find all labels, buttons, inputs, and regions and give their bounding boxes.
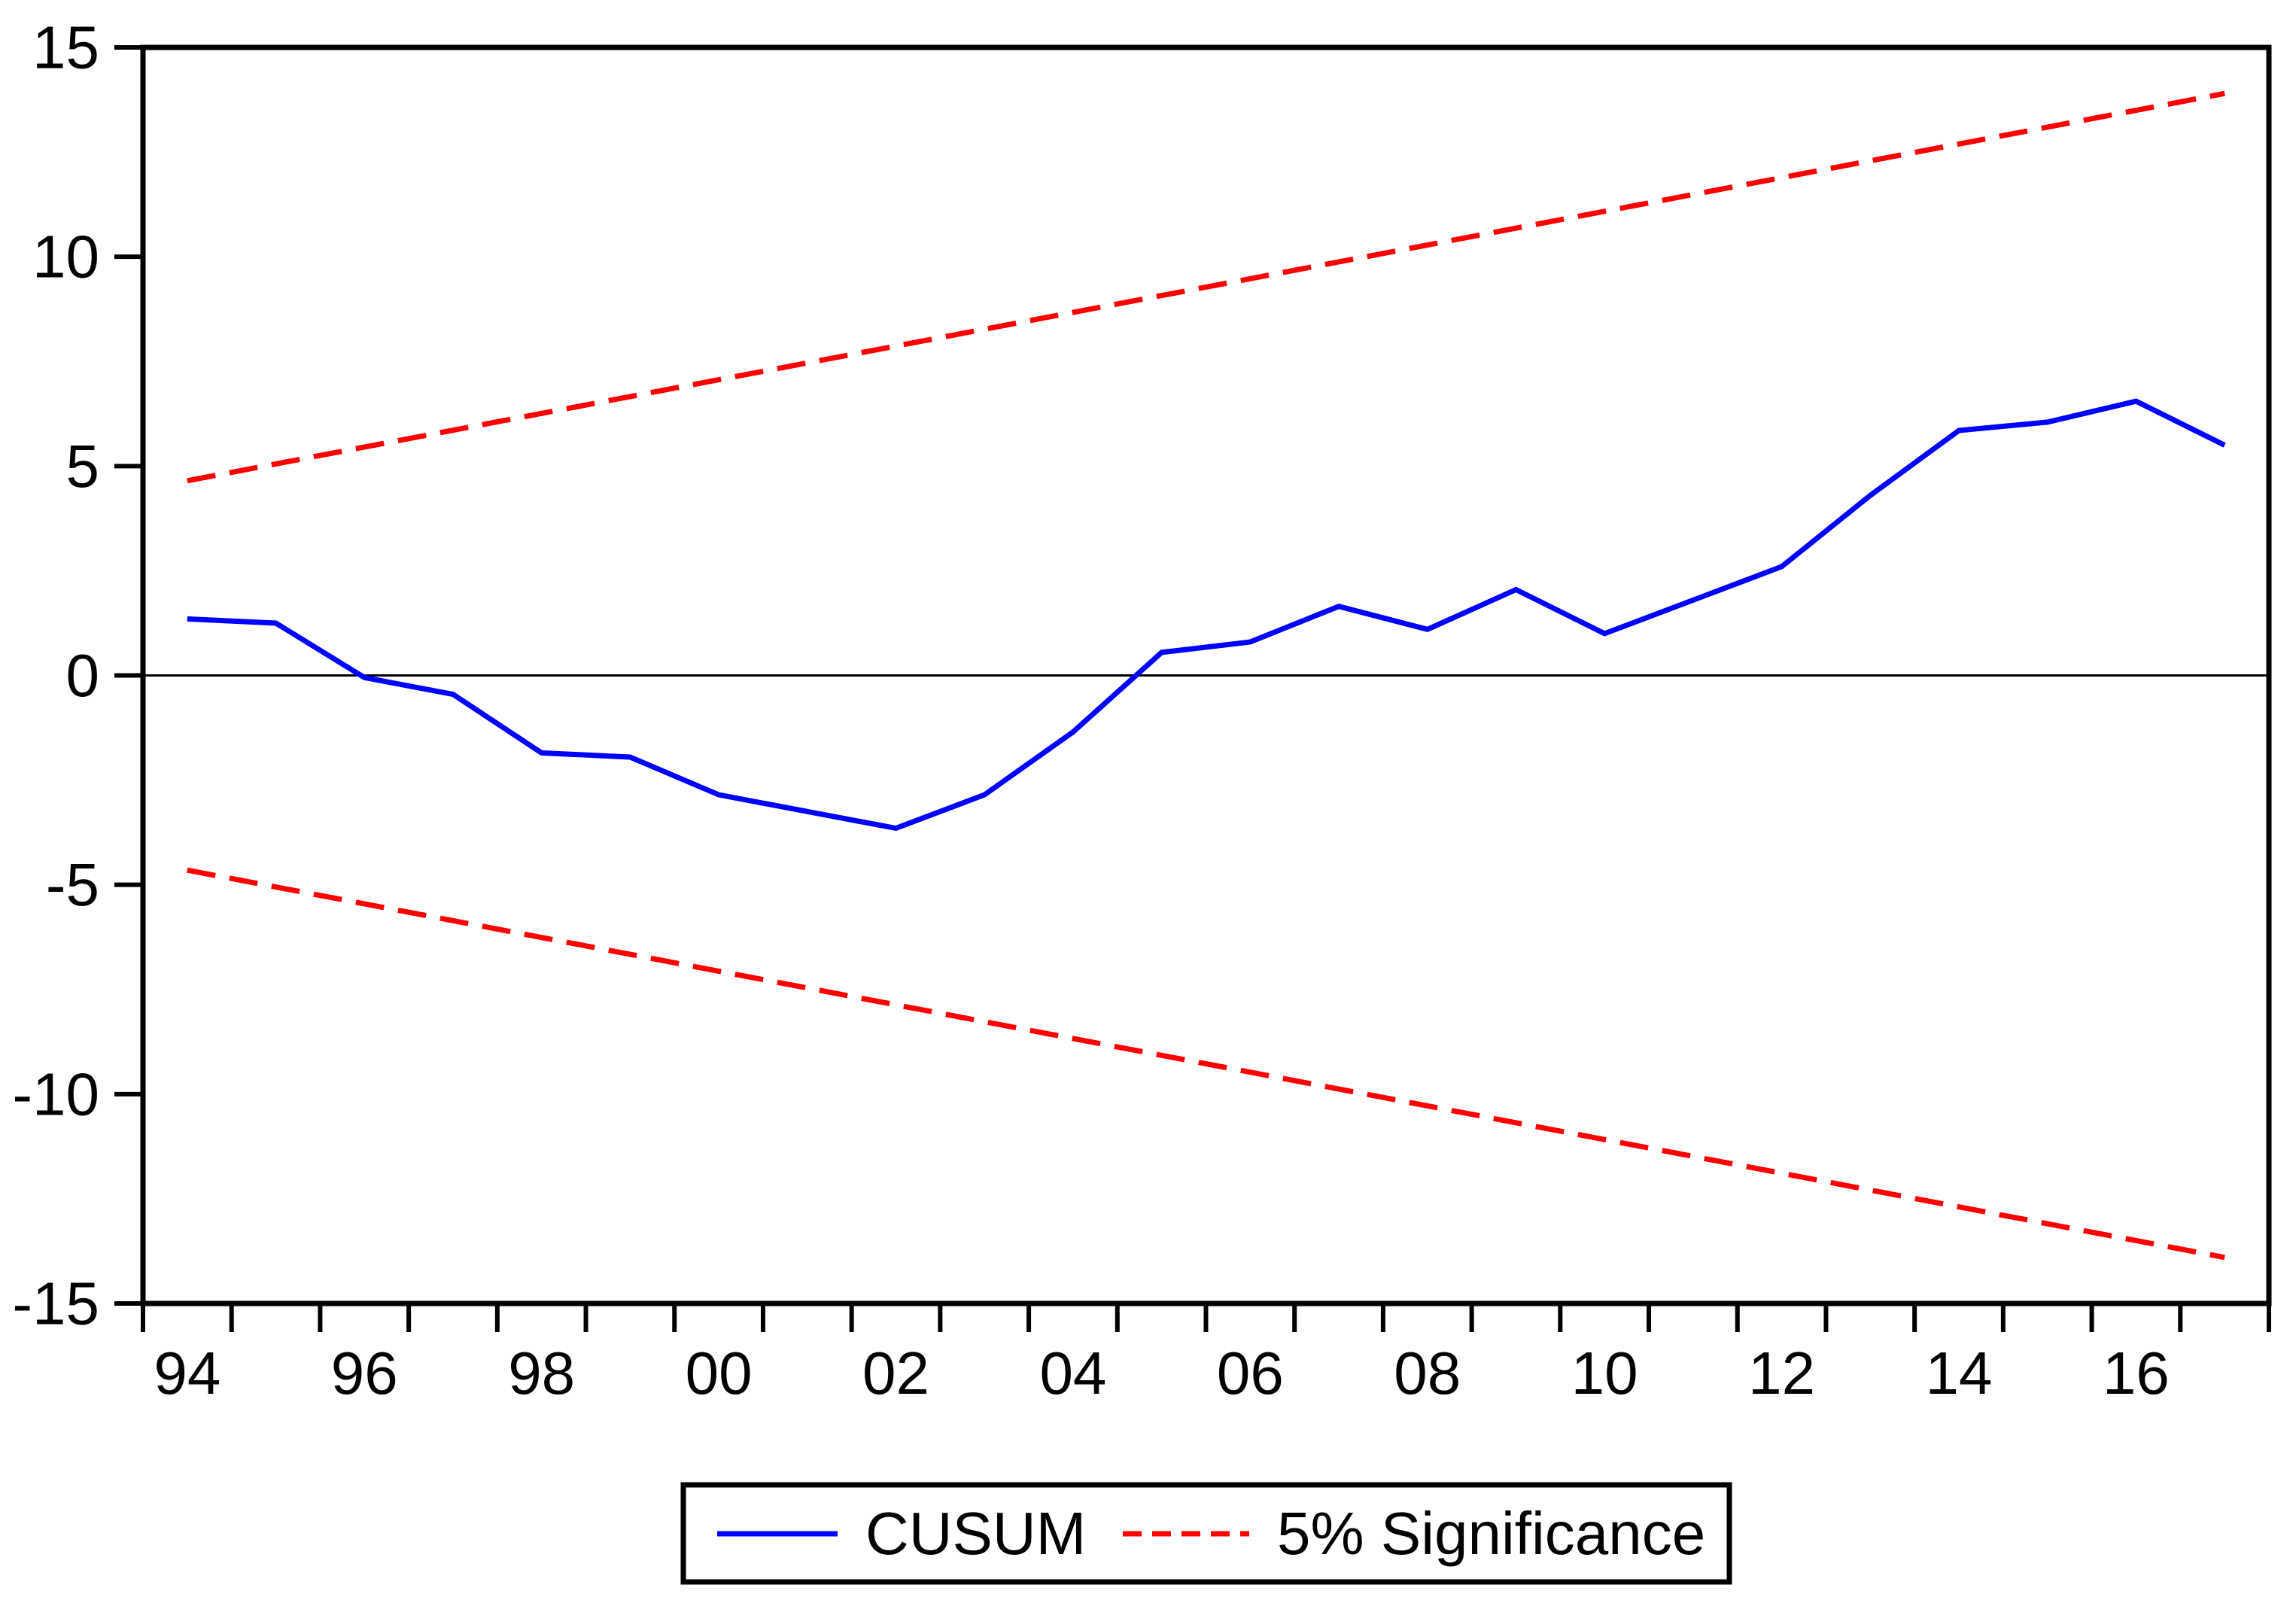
x-axis-label: 10 xyxy=(1571,1340,1638,1407)
x-axis-label: 16 xyxy=(2103,1340,2170,1407)
y-axis-label: -5 xyxy=(46,851,99,918)
x-axis-label: 06 xyxy=(1217,1340,1284,1407)
y-axis-label: 5 xyxy=(66,433,100,500)
x-axis-label: 14 xyxy=(1926,1340,1993,1407)
upper-significance-line xyxy=(187,90,2225,484)
x-axis-label: 08 xyxy=(1394,1340,1461,1407)
x-axis-label: 04 xyxy=(1039,1340,1106,1407)
x-axis-label: 94 xyxy=(154,1340,220,1407)
legend-significance-label: 5% Significance xyxy=(1277,1500,1705,1567)
legend-box xyxy=(680,1482,1732,1585)
y-axis-label: 0 xyxy=(66,642,100,709)
x-axis-label: 98 xyxy=(508,1340,575,1407)
y-axis-label: 10 xyxy=(32,224,99,290)
cusum-line xyxy=(187,398,2226,832)
y-axis-label: -15 xyxy=(12,1270,99,1337)
x-axis-label: 96 xyxy=(331,1340,398,1407)
x-axis-label: 02 xyxy=(862,1340,929,1407)
x-axis-label: 12 xyxy=(1748,1340,1815,1407)
legend-cusum-label: CUSUM xyxy=(865,1500,1086,1567)
x-axis-label: 00 xyxy=(686,1340,753,1407)
y-axis-label: 15 xyxy=(32,14,99,81)
lower-significance-line xyxy=(187,867,2225,1261)
plot-frame xyxy=(140,44,2272,1306)
y-axis-label: -10 xyxy=(12,1060,99,1127)
